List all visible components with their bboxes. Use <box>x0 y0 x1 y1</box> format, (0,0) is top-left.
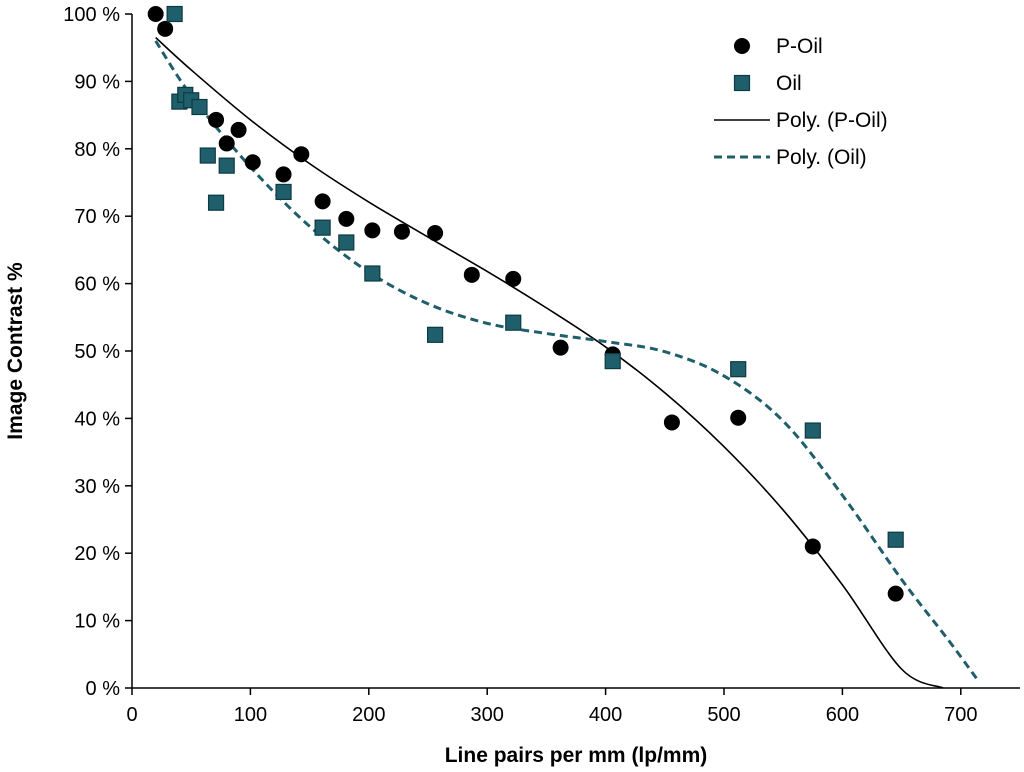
x-tick-label: 200 <box>352 704 385 726</box>
point-p-oil <box>275 166 292 183</box>
y-tick-label: 100 % <box>63 4 120 26</box>
legend-label-poly-oil: Poly. (Oil) <box>776 146 867 169</box>
point-oil <box>218 157 235 174</box>
point-p-oil <box>147 6 164 22</box>
legend-label-poly-p-oil: Poly. (P-Oil) <box>776 109 888 132</box>
y-tick-label: 0 % <box>86 678 121 700</box>
point-p-oil <box>293 146 310 163</box>
plot-area <box>147 5 980 689</box>
point-p-oil <box>393 223 410 240</box>
point-oil <box>427 326 444 343</box>
legend-swatch-p-oil <box>734 38 750 54</box>
point-oil <box>887 531 904 548</box>
point-p-oil <box>314 193 331 210</box>
x-tick-label: 0 <box>126 704 137 726</box>
y-tick-label: 90 % <box>74 71 120 93</box>
trendline-poly-p-oil <box>155 36 944 689</box>
legend-swatch-oil <box>733 74 751 92</box>
point-p-oil <box>427 225 444 242</box>
point-oil <box>364 265 381 282</box>
y-tick-label: 10 % <box>74 611 120 633</box>
legend-label-oil: Oil <box>776 72 802 95</box>
legend-label-p-oil: P-Oil <box>776 35 823 58</box>
point-p-oil <box>208 111 225 128</box>
point-oil <box>604 353 621 370</box>
point-oil <box>199 147 216 164</box>
y-tick-label: 70 % <box>74 206 120 228</box>
point-oil <box>505 314 522 331</box>
x-axis-title: Line pairs per mm (lp/mm) <box>445 744 708 767</box>
x-tick-label: 400 <box>589 704 622 726</box>
x-tick-label: 300 <box>471 704 504 726</box>
point-oil <box>338 234 355 251</box>
point-oil <box>166 5 183 23</box>
x-tick-label: 100 <box>234 704 267 726</box>
y-axis-title: Image Contrast % <box>4 262 27 440</box>
ticks: 0 % 10 % 20 % 30 % 40 % 50 % 60 % 70 % 80 % 90 % 1… <box>63 4 977 726</box>
y-tick-label: 80 % <box>74 139 120 161</box>
y-tick-label: 40 % <box>74 408 120 430</box>
point-p-oil <box>663 414 680 431</box>
legend: P-Oil Oil Poly. (P-Oil) Poly. (Oil) <box>714 35 888 169</box>
point-oil <box>191 98 208 116</box>
point-p-oil <box>157 20 174 37</box>
point-p-oil <box>505 270 522 287</box>
point-p-oil <box>218 135 235 152</box>
x-tick-label: 500 <box>707 704 740 726</box>
x-tick-label: 600 <box>826 704 859 726</box>
point-oil <box>730 361 747 378</box>
y-tick-label: 50 % <box>74 341 120 363</box>
point-p-oil <box>552 339 569 356</box>
trendline-poly-oil <box>154 40 980 683</box>
point-p-oil <box>244 154 261 171</box>
x-tick-label: 700 <box>944 704 977 726</box>
point-oil <box>804 422 821 439</box>
point-p-oil <box>804 538 821 555</box>
point-oil <box>275 183 292 201</box>
point-p-oil <box>463 266 480 283</box>
y-tick-label: 60 % <box>74 274 120 296</box>
point-oil <box>314 219 331 236</box>
point-p-oil <box>338 210 355 227</box>
point-oil <box>207 194 225 211</box>
y-tick-label: 20 % <box>74 543 120 565</box>
point-p-oil <box>730 409 747 426</box>
point-p-oil <box>230 121 247 138</box>
point-p-oil <box>364 222 381 239</box>
point-p-oil <box>887 585 904 602</box>
y-tick-label: 30 % <box>74 476 120 498</box>
